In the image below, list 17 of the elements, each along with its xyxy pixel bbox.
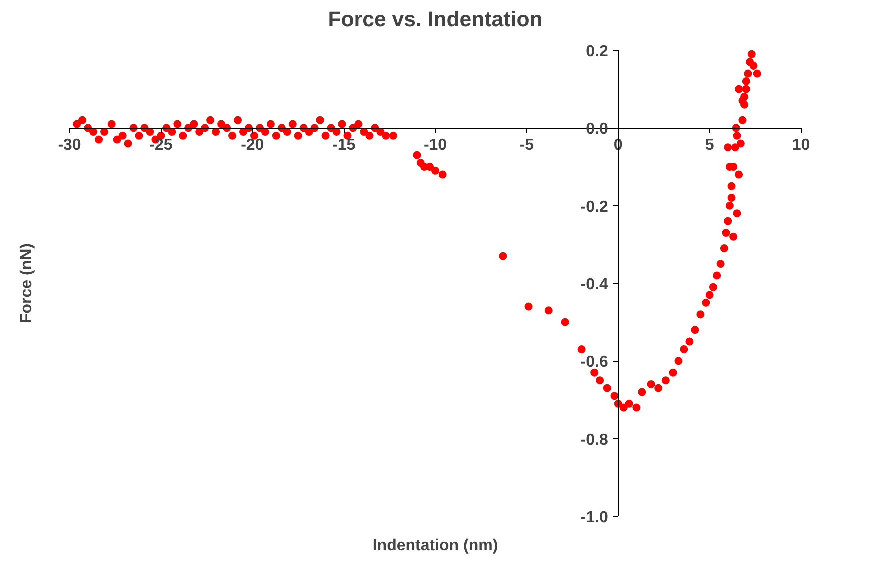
x-tick-label: -5 (520, 137, 534, 154)
x-tick-label: -20 (241, 137, 264, 154)
x-tick-label: -25 (150, 137, 173, 154)
chart-title: Force vs. Indentation (328, 8, 543, 32)
y-tick-label: 0.2 (586, 43, 608, 60)
y-tick-label: -0.6 (580, 354, 608, 372)
x-tick-label: -15 (332, 137, 356, 154)
y-tick-label: -0.8 (580, 432, 608, 449)
x-tick-label: 5 (705, 137, 714, 154)
y-axis-title: Force (nN) (18, 244, 36, 324)
x-tick-label: 10 (792, 137, 810, 154)
y-tick-label: -0.4 (580, 276, 608, 294)
y-tick-label: -1.0 (580, 510, 608, 527)
x-axis-title: Indentation (nm) (372, 538, 498, 554)
x-tick-label: -30 (58, 137, 82, 154)
x-tick-label: -10 (424, 137, 448, 154)
y-tick-label: -0.2 (580, 198, 608, 216)
